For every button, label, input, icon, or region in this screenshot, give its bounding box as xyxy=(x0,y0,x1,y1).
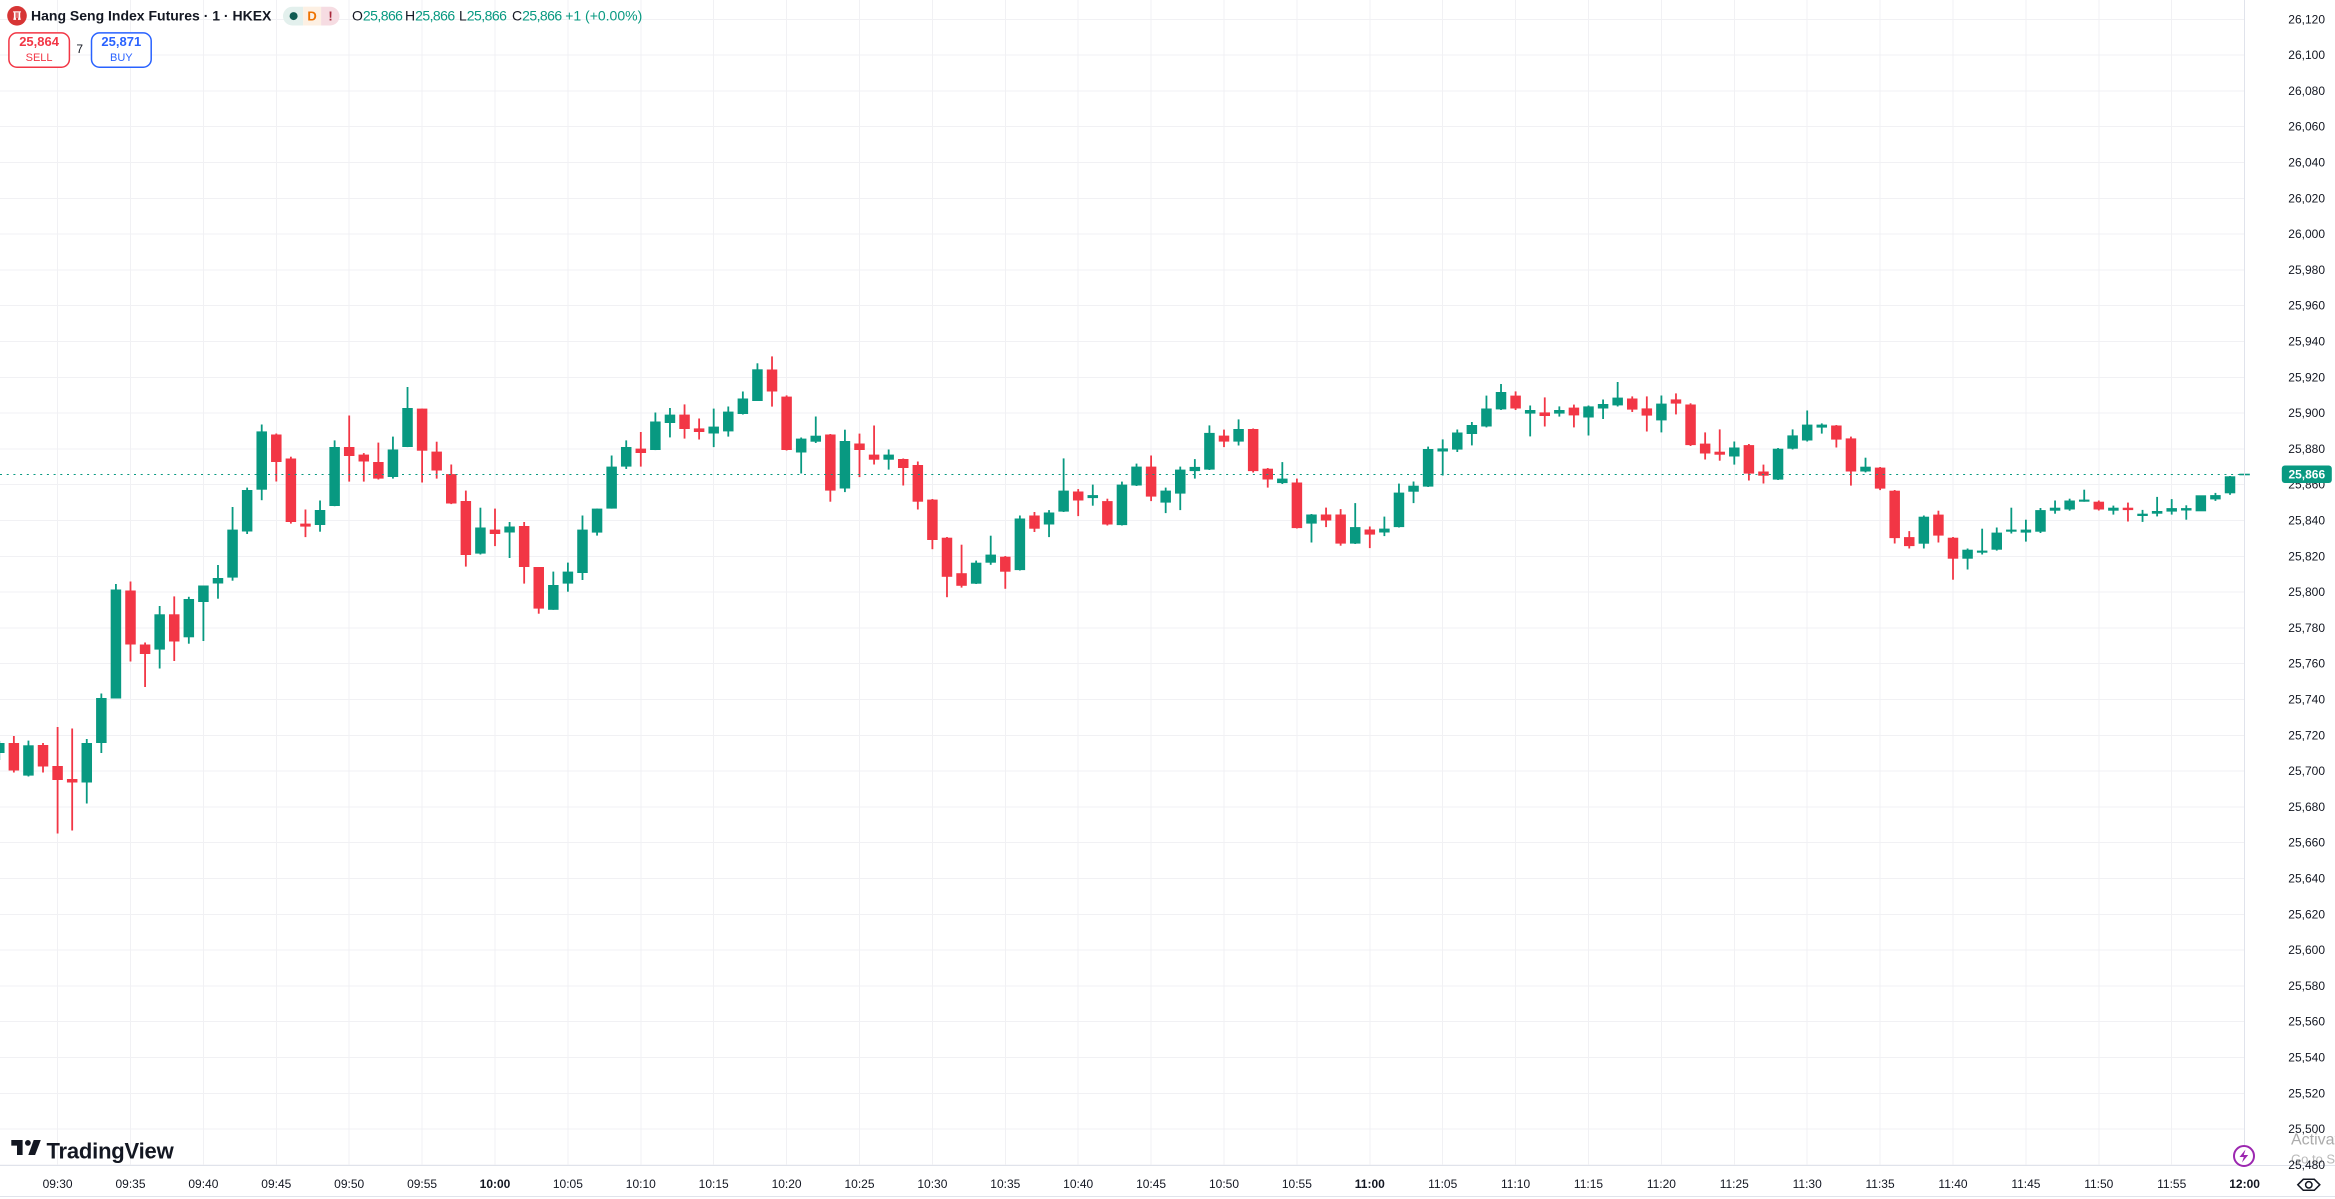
svg-text:25,560: 25,560 xyxy=(2288,1015,2325,1029)
svg-text:11:40: 11:40 xyxy=(1938,1177,1967,1191)
svg-text:10:55: 10:55 xyxy=(1282,1177,1312,1191)
svg-text:SELL: SELL xyxy=(26,52,53,64)
svg-text:26,060: 26,060 xyxy=(2288,120,2325,134)
svg-text:25,660: 25,660 xyxy=(2288,836,2325,850)
svg-text:26,100: 26,100 xyxy=(2288,48,2325,62)
svg-text:11:55: 11:55 xyxy=(2157,1177,2186,1191)
svg-text:25,640: 25,640 xyxy=(2288,872,2325,886)
svg-text:10:10: 10:10 xyxy=(626,1177,656,1191)
svg-text:25,500: 25,500 xyxy=(2288,1122,2325,1136)
svg-text:10:50: 10:50 xyxy=(1209,1177,1239,1191)
svg-text:11:00: 11:00 xyxy=(1355,1177,1385,1191)
svg-text:25,920: 25,920 xyxy=(2288,370,2325,384)
svg-text:12:00: 12:00 xyxy=(2229,1177,2260,1191)
svg-text:26,000: 26,000 xyxy=(2288,227,2325,241)
svg-text:11:35: 11:35 xyxy=(1866,1177,1895,1191)
svg-text:11:25: 11:25 xyxy=(1720,1177,1749,1191)
svg-text:26,080: 26,080 xyxy=(2288,84,2325,98)
svg-text:09:55: 09:55 xyxy=(407,1177,437,1191)
svg-text:7: 7 xyxy=(76,42,83,56)
svg-text:10:20: 10:20 xyxy=(772,1177,802,1191)
svg-text:09:45: 09:45 xyxy=(261,1177,291,1191)
svg-text:25,520: 25,520 xyxy=(2288,1086,2325,1100)
svg-text:25,900: 25,900 xyxy=(2288,406,2325,420)
svg-text:25,720: 25,720 xyxy=(2288,728,2325,742)
svg-text:11:50: 11:50 xyxy=(2084,1177,2113,1191)
svg-text:Hang Seng Index Futures · 1 ·: Hang Seng Index Futures · 1 · HKEX xyxy=(31,8,272,24)
svg-text:25,680: 25,680 xyxy=(2288,800,2325,814)
svg-text:09:50: 09:50 xyxy=(334,1177,364,1191)
svg-text:BUY: BUY xyxy=(110,52,133,64)
svg-text:25,871: 25,871 xyxy=(101,34,141,49)
svg-text:25,840: 25,840 xyxy=(2288,514,2325,528)
svg-text:25,700: 25,700 xyxy=(2288,764,2325,778)
svg-text:10:25: 10:25 xyxy=(844,1177,874,1191)
svg-text:25,866: 25,866 xyxy=(2288,468,2325,482)
svg-text:11:15: 11:15 xyxy=(1574,1177,1603,1191)
svg-text:Go to Settings to activate: Go to Settings to activate xyxy=(2291,1152,2335,1167)
svg-text:09:30: 09:30 xyxy=(43,1177,73,1191)
svg-text:09:40: 09:40 xyxy=(188,1177,218,1191)
svg-text:10:35: 10:35 xyxy=(990,1177,1020,1191)
svg-text:26,020: 26,020 xyxy=(2288,191,2325,205)
svg-text:10:05: 10:05 xyxy=(553,1177,583,1191)
svg-text:25,880: 25,880 xyxy=(2288,442,2325,456)
svg-text:25,540: 25,540 xyxy=(2288,1051,2325,1065)
svg-text:25,760: 25,760 xyxy=(2288,657,2325,671)
svg-text:10:15: 10:15 xyxy=(699,1177,729,1191)
svg-text:10:45: 10:45 xyxy=(1136,1177,1166,1191)
svg-text:25,480: 25,480 xyxy=(2288,1158,2325,1172)
svg-text:10:00: 10:00 xyxy=(480,1177,511,1191)
svg-text:25,864: 25,864 xyxy=(19,34,60,49)
svg-text:11:45: 11:45 xyxy=(2011,1177,2040,1191)
svg-text:25,820: 25,820 xyxy=(2288,549,2325,563)
svg-text:D: D xyxy=(307,9,316,24)
svg-text:25,780: 25,780 xyxy=(2288,621,2325,635)
svg-text:25,800: 25,800 xyxy=(2288,585,2325,599)
svg-text:11:30: 11:30 xyxy=(1793,1177,1822,1191)
svg-text:25,620: 25,620 xyxy=(2288,907,2325,921)
svg-text:11:05: 11:05 xyxy=(1428,1177,1457,1191)
svg-text:25,980: 25,980 xyxy=(2288,263,2325,277)
svg-text:25,580: 25,580 xyxy=(2288,979,2325,993)
svg-text:25,960: 25,960 xyxy=(2288,299,2325,313)
svg-text:Activate Windows: Activate Windows xyxy=(2291,1132,2335,1149)
svg-text:09:35: 09:35 xyxy=(115,1177,145,1191)
svg-text:!: ! xyxy=(328,9,332,24)
svg-text:10:40: 10:40 xyxy=(1063,1177,1093,1191)
svg-text:25,940: 25,940 xyxy=(2288,335,2325,349)
svg-text:11:20: 11:20 xyxy=(1647,1177,1676,1191)
svg-text:25,740: 25,740 xyxy=(2288,693,2325,707)
svg-text:26,120: 26,120 xyxy=(2288,12,2325,26)
svg-text:10:30: 10:30 xyxy=(917,1177,947,1191)
svg-text:11:10: 11:10 xyxy=(1501,1177,1530,1191)
svg-text:TradingView: TradingView xyxy=(47,1139,175,1164)
svg-text:26,040: 26,040 xyxy=(2288,156,2325,170)
svg-text:25,600: 25,600 xyxy=(2288,943,2325,957)
